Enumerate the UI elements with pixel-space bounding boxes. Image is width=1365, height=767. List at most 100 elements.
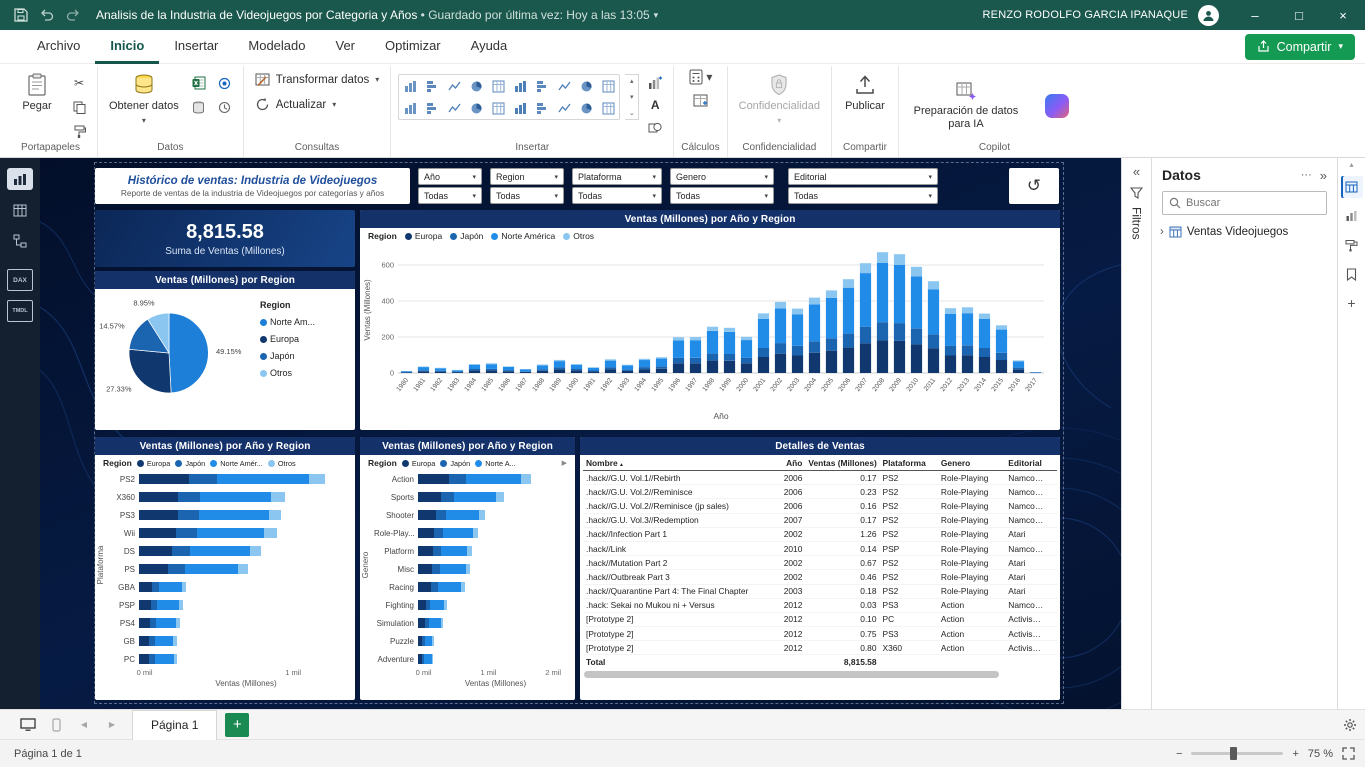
chart-type-icon[interactable] [531, 97, 553, 119]
legend-item[interactable]: Europa [260, 331, 315, 347]
column-segment[interactable] [707, 361, 718, 373]
chart-type-icon[interactable] [399, 97, 421, 119]
get-data-button[interactable]: Obtener datos▾ [105, 68, 183, 127]
legend-item[interactable]: Europa [137, 459, 171, 468]
reset-filters-button[interactable]: ↺ [1009, 168, 1059, 204]
column-segment[interactable] [639, 369, 650, 373]
bar-segment[interactable] [443, 528, 472, 538]
slicer-value-dropdown[interactable]: Todas▾ [490, 187, 564, 204]
publish-button[interactable]: Publicar [839, 68, 891, 115]
bar-segment[interactable] [139, 528, 176, 538]
maximize-button[interactable]: □ [1277, 0, 1321, 30]
column-segment[interactable] [656, 369, 667, 373]
pie-slice[interactable] [129, 349, 171, 393]
column-segment[interactable] [877, 252, 888, 263]
data-pane-icon[interactable] [1341, 176, 1363, 198]
minimize-button[interactable]: – [1233, 0, 1277, 30]
bar-segment[interactable] [418, 582, 431, 592]
search-box[interactable] [1162, 191, 1327, 215]
column-segment[interactable] [826, 290, 837, 297]
menu-tab-archivo[interactable]: Archivo [22, 30, 95, 64]
bar-segment[interactable] [139, 618, 150, 628]
bar-segment[interactable] [271, 492, 284, 502]
column-chart-card[interactable]: Ventas (Millones) por Año y Region Regio… [360, 210, 1060, 430]
column-segment[interactable] [928, 290, 939, 335]
column-segment[interactable] [690, 363, 701, 373]
column-segment[interactable] [622, 371, 633, 373]
column-segment[interactable] [911, 267, 922, 277]
column-segment[interactable] [809, 353, 820, 373]
legend-item[interactable]: Norte Am... [260, 314, 315, 330]
column-segment[interactable] [843, 288, 854, 334]
bar-segment[interactable] [179, 600, 183, 610]
column-segment[interactable] [452, 372, 463, 373]
column-segment[interactable] [775, 343, 786, 354]
redo-icon[interactable] [60, 0, 86, 30]
column-segment[interactable] [996, 353, 1007, 360]
chart-type-icon[interactable] [443, 97, 465, 119]
column-segment[interactable] [469, 371, 480, 374]
column-segment[interactable] [826, 338, 837, 350]
bar-segment[interactable] [200, 492, 271, 502]
column-segment[interactable] [1013, 368, 1024, 370]
column-segment[interactable] [520, 371, 531, 372]
report-view-icon[interactable] [7, 168, 33, 190]
column-segment[interactable] [860, 263, 871, 273]
column-segment[interactable] [486, 370, 497, 373]
column-segment[interactable] [945, 346, 956, 356]
column-segment[interactable] [724, 332, 735, 354]
bar-segment[interactable] [431, 582, 438, 592]
zoom-slider[interactable] [1191, 752, 1283, 755]
dax-query-view-icon[interactable]: DAX [7, 269, 33, 291]
column-header[interactable]: Plataforma [880, 456, 938, 471]
kpi-card[interactable]: 8,815.58 Suma de Ventas (Millones) [95, 210, 355, 267]
bar-segment[interactable] [461, 582, 465, 592]
column-segment[interactable] [979, 314, 990, 319]
table-row[interactable]: .hack//G.U. Vol.3//Redemption20070.17PS2… [583, 513, 1057, 527]
column-segment[interactable] [401, 373, 412, 374]
column-segment[interactable] [639, 367, 650, 369]
column-header[interactable]: Genero [938, 456, 1005, 471]
chart-type-icon[interactable] [487, 75, 509, 97]
column-segment[interactable] [996, 325, 1007, 329]
column-segment[interactable] [860, 273, 871, 327]
bar-segment[interactable] [238, 564, 248, 574]
column-segment[interactable] [435, 371, 446, 372]
chart-type-icon[interactable] [597, 97, 619, 119]
column-segment[interactable] [656, 359, 667, 367]
column-segment[interactable] [435, 372, 446, 373]
legend-item[interactable]: Japón [440, 459, 470, 468]
column-segment[interactable] [469, 369, 480, 370]
legend-item[interactable]: Japón [450, 231, 483, 241]
bar-segment[interactable] [185, 564, 238, 574]
chart-type-icon[interactable] [597, 75, 619, 97]
column-segment[interactable] [741, 337, 752, 340]
bar-segment[interactable] [168, 564, 184, 574]
column-segment[interactable] [452, 372, 463, 373]
column-segment[interactable] [588, 367, 599, 368]
bar-segment[interactable] [496, 492, 504, 502]
zoom-in-icon[interactable]: + [1292, 748, 1298, 760]
zoom-slider-handle[interactable] [1230, 747, 1237, 760]
column-segment[interactable] [571, 365, 582, 369]
bar-segment[interactable] [418, 600, 426, 610]
share-button[interactable]: Compartir▾ [1245, 34, 1355, 60]
bar-segment[interactable] [139, 636, 149, 646]
bar-segment[interactable] [440, 564, 466, 574]
column-segment[interactable] [503, 367, 514, 370]
prev-page-icon[interactable]: ◀ [70, 710, 98, 740]
column-segment[interactable] [758, 319, 769, 348]
column-segment[interactable] [486, 363, 497, 364]
model-view-icon[interactable] [7, 230, 33, 252]
column-segment[interactable] [724, 354, 735, 361]
copy-icon[interactable] [68, 98, 90, 116]
bar-segment[interactable] [418, 474, 449, 484]
expand-item-icon[interactable]: › [1160, 226, 1164, 238]
bar-segment[interactable] [139, 546, 172, 556]
data-view-icon[interactable] [7, 199, 33, 221]
slicer-value-dropdown[interactable]: Todas▾ [572, 187, 662, 204]
column-segment[interactable] [758, 357, 769, 373]
title-caret-icon[interactable]: ▾ [654, 10, 659, 21]
column-segment[interactable] [1013, 360, 1024, 361]
table-row[interactable]: .hack//Infection Part 120021.26PS2Role-P… [583, 527, 1057, 541]
